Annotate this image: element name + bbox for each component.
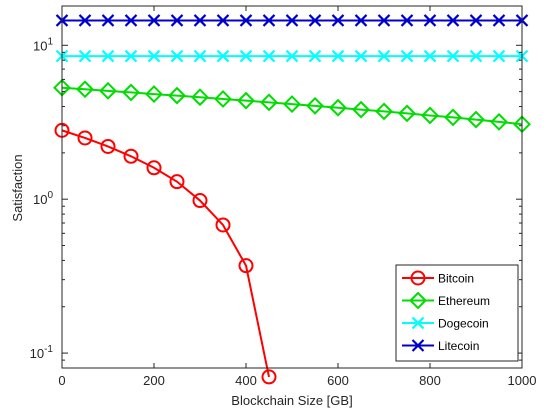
data-point-bitcoin-9 <box>261 369 277 385</box>
data-point-ethereum-1 <box>76 80 94 99</box>
plot-frame <box>61 5 523 369</box>
data-point-ethereum-11 <box>306 96 324 115</box>
legend-label-bitcoin: Bitcoin <box>438 272 474 286</box>
data-point-dogecoin-18 <box>469 49 483 63</box>
data-point-dogecoin-15 <box>400 49 414 63</box>
series-ethereum <box>53 78 531 134</box>
data-point-ethereum-14 <box>375 102 393 121</box>
legend-marker-litecoin <box>411 339 425 352</box>
data-point-dogecoin-17 <box>446 49 460 63</box>
data-point-ethereum-13 <box>352 100 370 119</box>
data-point-litecoin-10 <box>285 14 299 27</box>
data-point-ethereum-3 <box>122 83 140 102</box>
data-point-ethereum-12 <box>329 98 347 117</box>
data-point-ethereum-2 <box>99 81 117 100</box>
data-point-ethereum-9 <box>260 93 278 112</box>
series-bitcoin <box>54 122 277 385</box>
data-point-litecoin-18 <box>469 14 483 27</box>
data-point-litecoin-11 <box>308 14 322 27</box>
data-point-dogecoin-8 <box>239 49 253 63</box>
series-litecoin <box>55 14 529 27</box>
data-point-ethereum-8 <box>237 91 255 110</box>
data-point-dogecoin-16 <box>423 49 437 63</box>
legend-marker-dogecoin <box>411 316 425 330</box>
x-tick-label: 600 <box>327 373 349 388</box>
data-point-litecoin-1 <box>78 14 92 27</box>
data-point-litecoin-8 <box>239 14 253 27</box>
axes-layer: 0 200 400 600 800 1000 10-1 100 101 <box>30 5 537 388</box>
legend-entry-litecoin: Litecoin <box>402 339 479 353</box>
data-point-bitcoin-7 <box>215 217 231 233</box>
y-tick-label: 10-1 <box>30 344 54 361</box>
data-point-litecoin-6 <box>193 14 207 27</box>
legend-entry-bitcoin: Bitcoin <box>402 270 474 286</box>
x-tick-label: 400 <box>235 373 257 388</box>
data-point-ethereum-5 <box>168 86 186 105</box>
series-layer <box>53 14 531 385</box>
x-tick-label: 800 <box>419 373 441 388</box>
data-point-litecoin-15 <box>400 14 414 27</box>
data-point-litecoin-4 <box>147 14 161 27</box>
data-point-litecoin-14 <box>377 14 391 27</box>
data-point-bitcoin-8 <box>238 258 254 274</box>
data-point-bitcoin-6 <box>192 193 208 209</box>
x-tick-label: 200 <box>143 373 165 388</box>
data-point-dogecoin-6 <box>193 49 207 63</box>
data-point-ethereum-18 <box>467 110 485 129</box>
x-tick-label: 1000 <box>508 373 537 388</box>
data-point-ethereum-17 <box>444 108 462 127</box>
legend: Bitcoin Ethereum Dogecoin Litecoin <box>395 264 519 362</box>
legend-marker-ethereum <box>409 291 427 310</box>
data-point-bitcoin-2 <box>100 138 116 154</box>
data-point-litecoin-16 <box>423 14 437 27</box>
data-point-bitcoin-4 <box>146 160 162 176</box>
data-point-dogecoin-13 <box>354 49 368 63</box>
data-point-dogecoin-12 <box>331 49 345 63</box>
data-point-dogecoin-11 <box>308 49 322 63</box>
data-point-ethereum-16 <box>421 106 439 125</box>
data-point-litecoin-7 <box>216 14 230 27</box>
data-point-ethereum-7 <box>214 90 232 108</box>
data-point-bitcoin-5 <box>169 174 185 190</box>
data-point-litecoin-12 <box>331 14 345 27</box>
data-point-bitcoin-3 <box>123 148 139 164</box>
data-point-dogecoin-2 <box>101 49 115 63</box>
data-point-ethereum-4 <box>145 85 163 103</box>
data-point-dogecoin-9 <box>262 49 276 63</box>
y-axis-label: Satisfaction <box>10 154 25 221</box>
series-line-bitcoin <box>61 129 270 378</box>
data-point-dogecoin-7 <box>216 49 230 63</box>
data-point-litecoin-19 <box>492 14 506 27</box>
legend-label-dogecoin: Dogecoin <box>438 317 489 331</box>
y-tick-label: 101 <box>33 36 53 53</box>
x-tick-label: 0 <box>58 373 65 388</box>
data-point-dogecoin-4 <box>147 49 161 63</box>
data-point-dogecoin-19 <box>492 49 506 63</box>
data-point-litecoin-2 <box>101 14 115 27</box>
y-tick-label: 100 <box>33 190 53 207</box>
data-point-litecoin-5 <box>170 14 184 27</box>
data-point-ethereum-6 <box>191 88 209 107</box>
data-point-bitcoin-1 <box>77 130 93 146</box>
data-point-dogecoin-10 <box>285 49 299 63</box>
legend-label-ethereum: Ethereum <box>438 294 490 308</box>
legend-entry-dogecoin: Dogecoin <box>402 317 489 331</box>
data-point-ethereum-15 <box>398 104 416 123</box>
data-point-litecoin-3 <box>124 14 138 27</box>
legend-marker-bitcoin <box>410 270 426 286</box>
data-point-litecoin-17 <box>446 14 460 27</box>
x-axis-label: Blockchain Size [GB] <box>231 393 352 408</box>
data-point-dogecoin-5 <box>170 49 184 63</box>
data-point-ethereum-19 <box>490 112 508 131</box>
data-point-ethereum-10 <box>283 95 301 113</box>
data-point-litecoin-9 <box>262 14 276 27</box>
data-point-litecoin-13 <box>354 14 368 27</box>
legend-entry-ethereum: Ethereum <box>402 291 490 310</box>
data-point-dogecoin-3 <box>124 49 138 63</box>
data-point-dogecoin-14 <box>377 49 391 63</box>
data-point-dogecoin-1 <box>78 49 92 63</box>
legend-label-litecoin: Litecoin <box>438 339 479 353</box>
